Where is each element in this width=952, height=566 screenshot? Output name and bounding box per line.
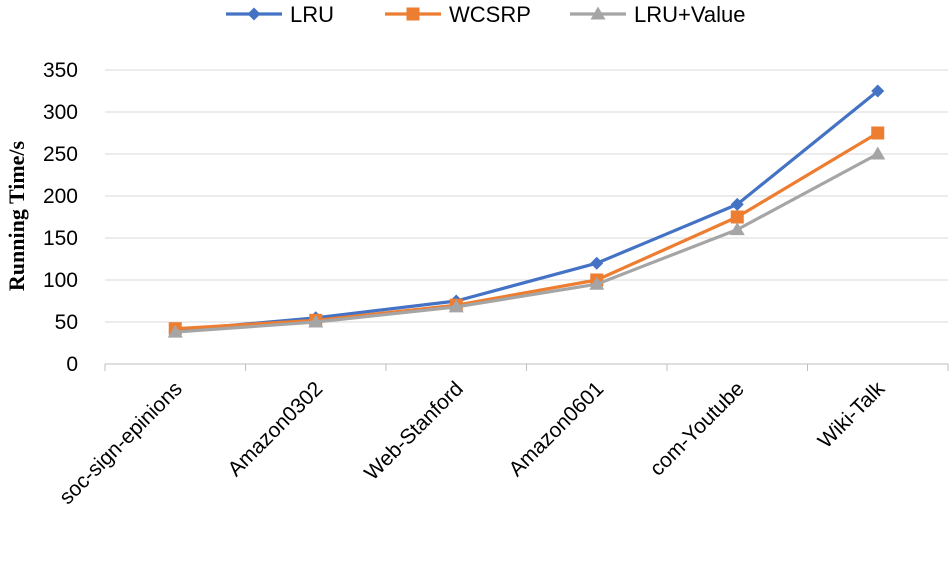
gridlines <box>105 69 948 323</box>
legend-item: LRU+Value <box>570 2 746 27</box>
y-tick-label: 350 <box>43 59 78 82</box>
data-point <box>730 197 744 211</box>
legend-marker <box>590 6 606 20</box>
legend-label: LRU+Value <box>634 2 746 27</box>
y-axis-label: Running Time/s <box>4 140 29 291</box>
data-point <box>308 314 324 328</box>
data-point <box>589 276 605 290</box>
x-tick-label: com-Youtube <box>646 377 749 480</box>
series-line <box>173 89 880 332</box>
data-point <box>448 299 464 313</box>
y-tick-label: 100 <box>43 269 78 292</box>
x-tick-label: soc-sign-epinions <box>55 377 187 509</box>
data-point <box>871 126 885 140</box>
y-tick-label: 50 <box>55 311 78 334</box>
x-tick-label: Web-Stanford <box>360 377 468 485</box>
data-point <box>730 210 744 224</box>
y-tick-label: 250 <box>43 143 78 166</box>
legend-marker <box>247 7 261 21</box>
y-tick-label: 200 <box>43 185 78 208</box>
legend-marker <box>406 7 420 21</box>
x-tick-label: Amazon0601 <box>505 377 609 481</box>
series-wcsrp <box>168 126 885 336</box>
data-point <box>871 84 885 98</box>
y-tick-label: 300 <box>43 101 78 124</box>
series-lru-value <box>167 146 886 338</box>
legend-label: WCSRP <box>449 2 531 27</box>
legend: LRU WCSRP LRU+Value <box>226 2 746 27</box>
series-lru <box>168 84 885 337</box>
y-tick-label: 0 <box>66 353 78 376</box>
legend-item: LRU <box>226 2 334 27</box>
x-tick-label: Amazon0302 <box>224 377 328 481</box>
data-point <box>590 256 604 270</box>
legend-item: WCSRP <box>385 2 531 27</box>
series-group <box>167 84 886 338</box>
legend-label: LRU <box>290 2 334 27</box>
data-point <box>167 324 183 338</box>
series-line <box>173 131 880 331</box>
data-point <box>729 222 745 236</box>
series-line <box>173 152 880 334</box>
axes: 0 50 100 150 200 250 300 350 soc-sign-epinions Am… <box>43 59 949 509</box>
data-point <box>870 146 886 160</box>
y-tick-label: 150 <box>43 227 78 250</box>
x-tick-label: Wiki-Talk <box>814 377 890 453</box>
